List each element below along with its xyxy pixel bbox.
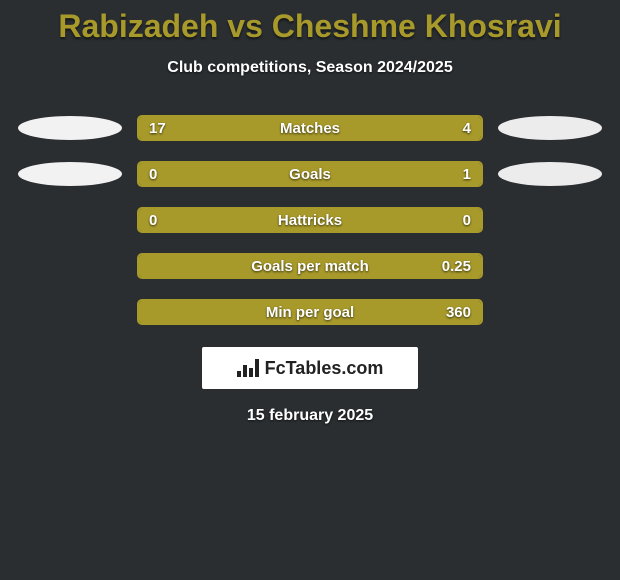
stat-bar: 0Goals1 bbox=[137, 161, 483, 187]
stat-label: Min per goal bbox=[139, 301, 481, 323]
branding-text: FcTables.com bbox=[265, 358, 384, 379]
branding-box: FcTables.com bbox=[202, 347, 418, 389]
spacer bbox=[18, 208, 122, 232]
comparison-row: 0Hattricks0 bbox=[0, 207, 620, 233]
stat-label: Hattricks bbox=[139, 209, 481, 231]
stat-value-right: 1 bbox=[463, 163, 471, 185]
team-badge-left bbox=[18, 116, 122, 140]
comparison-row: Min per goal360 bbox=[0, 299, 620, 325]
stat-value-right: 360 bbox=[446, 301, 471, 323]
team-badge-right bbox=[498, 162, 602, 186]
bar-chart-icon bbox=[237, 359, 259, 377]
comparison-row: Goals per match0.25 bbox=[0, 253, 620, 279]
stat-bar: Min per goal360 bbox=[137, 299, 483, 325]
date-text: 15 february 2025 bbox=[247, 407, 373, 425]
stat-value-right: 0.25 bbox=[442, 255, 471, 277]
comparison-row: 0Goals1 bbox=[0, 161, 620, 187]
spacer bbox=[498, 254, 602, 278]
stat-bar: 17Matches4 bbox=[137, 115, 483, 141]
stat-value-right: 0 bbox=[463, 209, 471, 231]
stat-bar: Goals per match0.25 bbox=[137, 253, 483, 279]
spacer bbox=[18, 300, 122, 324]
team-badge-right bbox=[498, 116, 602, 140]
team-badge-left bbox=[18, 162, 122, 186]
stat-label: Goals bbox=[139, 163, 481, 185]
stat-label: Matches bbox=[139, 117, 481, 139]
comparison-row: 17Matches4 bbox=[0, 115, 620, 141]
spacer bbox=[18, 254, 122, 278]
comparison-rows: 17Matches40Goals10Hattricks0Goals per ma… bbox=[0, 115, 620, 325]
spacer bbox=[498, 300, 602, 324]
stat-bar: 0Hattricks0 bbox=[137, 207, 483, 233]
subtitle: Club competitions, Season 2024/2025 bbox=[167, 59, 452, 77]
stat-value-right: 4 bbox=[463, 117, 471, 139]
spacer bbox=[498, 208, 602, 232]
page-title: Rabizadeh vs Cheshme Khosravi bbox=[58, 8, 561, 45]
stat-label: Goals per match bbox=[139, 255, 481, 277]
